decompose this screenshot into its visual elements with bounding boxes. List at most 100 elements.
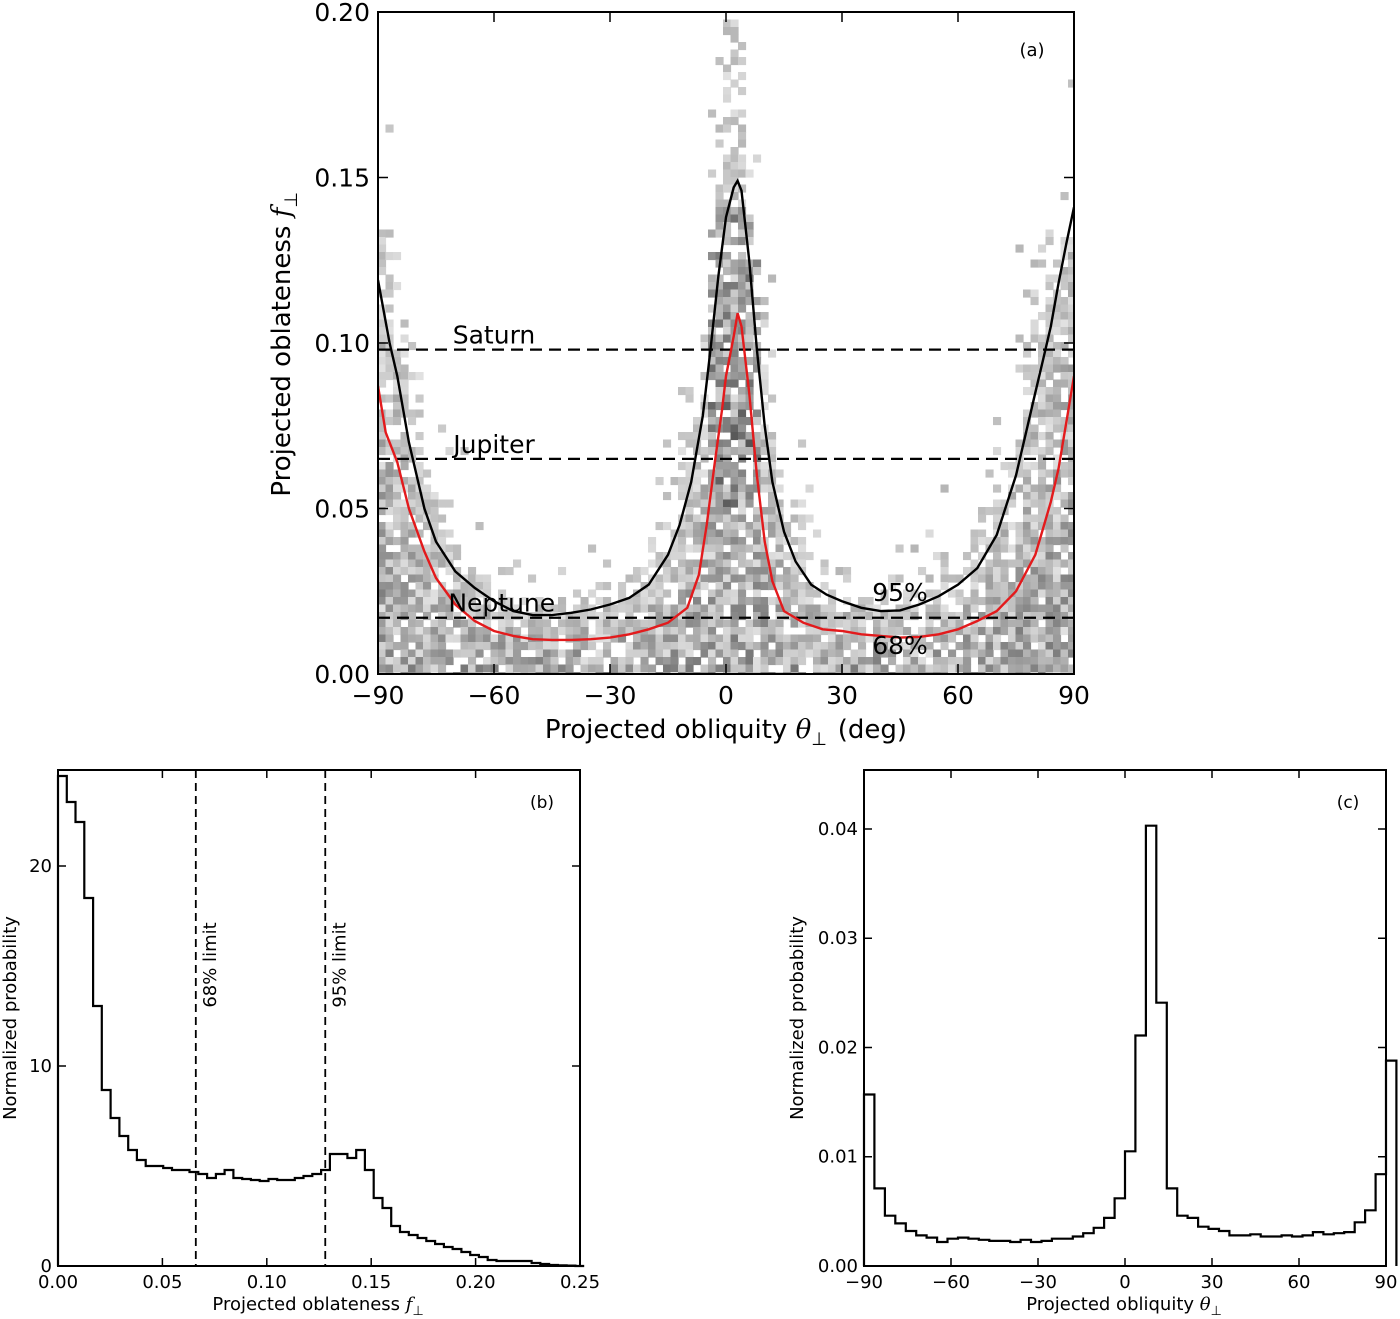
hexbin-cell <box>490 657 499 666</box>
hexbin-cell <box>753 552 762 561</box>
hexbin-cell <box>715 664 724 673</box>
hexbin-cell <box>693 499 702 508</box>
hexbin-cell <box>873 612 882 621</box>
hexbin-cell <box>445 604 454 613</box>
hexbin-cell <box>738 42 747 51</box>
hexbin-cell <box>655 552 664 561</box>
hexbin-cell <box>693 597 702 606</box>
hexbin-cell <box>685 649 694 658</box>
hexbin-cell <box>730 259 739 268</box>
hexbin-cell <box>1053 259 1062 268</box>
hexbin-cell <box>730 147 739 156</box>
hexbin-cell <box>993 507 1002 516</box>
hexbin-cell <box>730 469 739 478</box>
hexbin-cell <box>408 522 417 531</box>
hexbin-cell <box>1068 349 1074 358</box>
hexbin-cell <box>708 357 717 366</box>
hexbin-cell <box>708 507 717 516</box>
hexbin-cell <box>723 537 732 546</box>
hexbin-cell <box>453 619 462 628</box>
hexbin-cell <box>730 79 739 88</box>
hexbin-cell <box>790 619 799 628</box>
histogram-bin <box>444 1247 453 1266</box>
hexbin-cell <box>1015 567 1024 576</box>
hexbin-cell <box>408 567 417 576</box>
hexbin-cell <box>993 484 1002 493</box>
y-tick-label: 0 <box>41 1256 52 1277</box>
hexbin-cell <box>768 492 777 501</box>
hexbin-cell <box>588 544 597 553</box>
hexbin-cell <box>558 619 567 628</box>
hexbin-cell <box>693 529 702 538</box>
hexbin-cell <box>700 604 709 613</box>
hexbin-cell <box>1038 484 1047 493</box>
hexbin-cell <box>715 634 724 643</box>
hexbin-cell <box>1053 327 1062 336</box>
hexbin-cell <box>603 627 612 636</box>
hexbin-cell <box>708 109 717 118</box>
hexbin-cell <box>670 604 679 613</box>
hexbin-cell <box>468 657 477 666</box>
hexbin-cell <box>378 469 387 478</box>
hexbin-cell <box>565 664 574 673</box>
hexbin-cell <box>745 237 754 246</box>
hexbin-cell <box>843 612 852 621</box>
hexbin-cell <box>730 499 739 508</box>
hexbin-cell <box>1023 619 1032 628</box>
hexbin-cell <box>858 642 867 651</box>
hexbin-cell <box>385 619 394 628</box>
histogram-bin <box>365 1170 374 1266</box>
x-tick-label: 0.05 <box>142 1272 182 1293</box>
hexbin-cell <box>895 619 904 628</box>
hexbin-cell <box>730 642 739 651</box>
hexbin-cell <box>738 304 747 313</box>
contour-label: 68% <box>872 631 928 660</box>
hexbin-cell <box>813 589 822 598</box>
hexbin-cell <box>393 604 402 613</box>
hexbin-cell <box>1038 447 1047 456</box>
hexbin-cell <box>880 597 889 606</box>
hexbin-cell <box>1068 432 1074 441</box>
hexbin-cell <box>438 634 447 643</box>
hexbin-cell <box>580 604 589 613</box>
hexbin-cell <box>438 529 447 538</box>
hexbin-cell <box>700 424 709 433</box>
hexbin-cell <box>888 642 897 651</box>
hexbin-cell <box>1068 409 1074 418</box>
hexbin-cell <box>1060 582 1069 591</box>
hexbin-cell <box>745 289 754 298</box>
hexbin-cell <box>378 567 387 576</box>
hexbin-cell <box>985 589 994 598</box>
hexbin-cell <box>708 432 717 441</box>
hexbin-cell <box>1068 499 1074 508</box>
hexbin-cell <box>378 612 387 621</box>
hexbin-cell <box>775 619 784 628</box>
hexbin-cell <box>790 582 799 591</box>
histogram-bin <box>111 1118 120 1266</box>
contour-95pct <box>378 178 1074 617</box>
hexbin-cell <box>828 664 837 673</box>
hexbin-cell <box>835 664 844 673</box>
hexbin-cell <box>648 619 657 628</box>
hexbin-cell <box>1060 342 1069 351</box>
y-axis-title: Normalized probability <box>787 916 808 1120</box>
hexbin-cell <box>715 184 724 193</box>
hexbin-cell <box>1068 477 1074 486</box>
histogram-bin <box>304 1176 313 1266</box>
hexbin-cell <box>1053 454 1062 463</box>
hexbin-cell <box>880 634 889 643</box>
hexbin-cell <box>903 627 912 636</box>
hexbin-cell <box>618 664 627 673</box>
hexbin-cell <box>445 567 454 576</box>
hexbin-cell <box>700 447 709 456</box>
hexbin-cell <box>1053 582 1062 591</box>
hexbin-cell <box>1060 357 1069 366</box>
hexbin-cell <box>603 619 612 628</box>
hexbin-cell <box>1008 559 1017 568</box>
hexbin-cell <box>1038 642 1047 651</box>
hexbin-cell <box>438 604 447 613</box>
histogram-bin <box>958 1238 968 1266</box>
hexbin-cell <box>453 574 462 583</box>
hexbin-cell <box>610 627 619 636</box>
hexbin-cell <box>738 574 747 583</box>
